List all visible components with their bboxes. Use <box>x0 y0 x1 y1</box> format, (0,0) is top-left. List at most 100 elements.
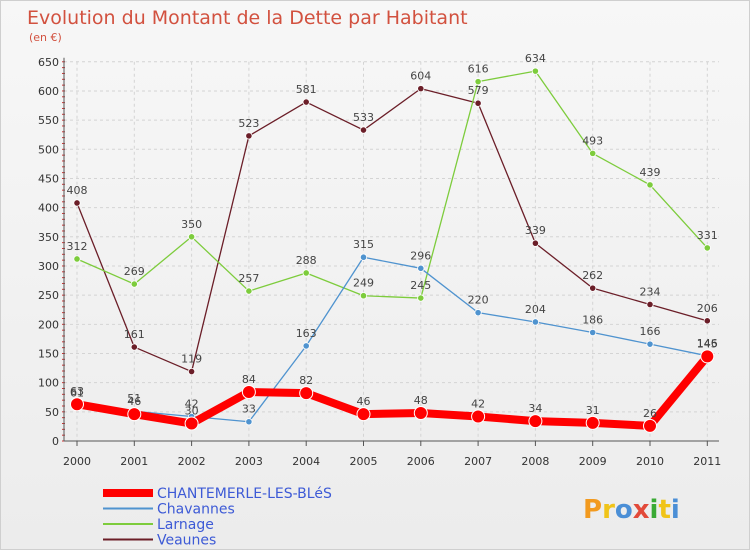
data-point <box>585 415 600 430</box>
logo-letter: r <box>602 495 615 525</box>
series-line <box>73 352 712 430</box>
data-point <box>474 78 482 86</box>
x-tick-label: 2005 <box>350 455 378 468</box>
data-point <box>531 239 540 247</box>
y-tick-label: 150 <box>38 347 59 360</box>
x-tick-label: 2009 <box>579 455 607 468</box>
data-label: 493 <box>582 134 603 147</box>
data-point <box>241 384 256 399</box>
data-label: 331 <box>697 229 718 242</box>
data-label: 186 <box>582 313 603 326</box>
data-point <box>245 287 253 295</box>
data-label: 312 <box>67 240 88 253</box>
x-tick-label: 2000 <box>63 455 91 468</box>
legend-item: Larnage <box>103 517 214 533</box>
data-label: 145 <box>697 337 718 350</box>
chart-title: Evolution du Montant de la Dette par Hab… <box>27 7 468 29</box>
data-point <box>413 405 428 420</box>
logo-letter: x <box>633 495 650 525</box>
series-chavannes <box>73 253 711 426</box>
x-tick-label: 2010 <box>636 455 664 468</box>
data-label: 579 <box>468 84 489 97</box>
data-label: 84 <box>242 373 256 386</box>
data-label: 616 <box>468 63 489 76</box>
series-layer <box>70 67 715 433</box>
x-tick-label: 2002 <box>178 455 206 468</box>
data-point <box>130 280 138 288</box>
data-label: 61 <box>70 386 84 399</box>
data-point <box>302 269 310 277</box>
data-label: 257 <box>238 272 259 285</box>
series-line <box>76 70 708 299</box>
data-label: 26 <box>643 407 657 420</box>
logo-letter: P <box>583 495 602 525</box>
data-label: 408 <box>67 184 88 197</box>
data-label: 63 <box>70 385 84 398</box>
data-point <box>646 181 654 189</box>
data-point <box>302 342 310 350</box>
data-point <box>643 418 657 433</box>
y-tick-label: 600 <box>38 85 59 98</box>
data-label: 48 <box>414 394 428 407</box>
data-point <box>589 149 597 157</box>
data-point <box>531 67 540 75</box>
data-label: 204 <box>525 303 546 316</box>
data-label: 42 <box>185 397 199 410</box>
data-point <box>700 349 715 364</box>
y-tick-label: 100 <box>38 377 59 390</box>
data-point <box>531 318 540 326</box>
data-point <box>471 409 486 424</box>
data-point <box>356 407 371 422</box>
x-tick-label: 2008 <box>521 455 549 468</box>
data-point <box>646 340 654 348</box>
data-point <box>589 328 597 337</box>
grid <box>64 61 719 442</box>
data-point <box>299 386 314 401</box>
y-tick-label: 0 <box>52 435 59 448</box>
data-label: 46 <box>127 395 141 408</box>
x-tick-label: 2006 <box>407 455 435 468</box>
proxiti-logo: Proxiti <box>583 495 680 525</box>
data-label: 119 <box>181 353 202 366</box>
y-tick-label: 500 <box>38 143 59 156</box>
x-tick-label: 2004 <box>292 455 320 468</box>
data-label: 146 <box>697 337 718 350</box>
legend-item: Veaunes <box>103 533 216 549</box>
data-point <box>474 309 482 317</box>
data-label: 533 <box>353 111 374 124</box>
legend-item: Chavannes <box>103 502 235 518</box>
data-label: 269 <box>124 265 145 278</box>
data-label: 82 <box>299 374 313 387</box>
legend-label: Larnage <box>157 517 214 533</box>
logo-letter: o <box>615 495 633 525</box>
data-point <box>646 300 654 309</box>
data-label: 245 <box>410 279 431 292</box>
data-point <box>70 397 84 412</box>
data-point <box>73 199 81 207</box>
data-label: 604 <box>410 70 431 83</box>
data-label: 166 <box>640 325 661 338</box>
y-tick-label: 300 <box>38 260 59 273</box>
legend-label: Chavannes <box>157 502 235 518</box>
data-labels: 4081611195235815336045793392622342063122… <box>67 52 718 420</box>
axes: 0 50 100 150 200 250 300 350 400 450 500 550 600 650 2… <box>38 56 721 468</box>
series-chantemerle-les-bl-s <box>70 349 715 433</box>
legend-item: CHANTEMERLE-LES-BLéS <box>103 486 332 502</box>
series-larnage <box>73 67 711 302</box>
x-tick-label: 2003 <box>235 455 263 468</box>
data-label: 220 <box>468 294 489 307</box>
data-label: 163 <box>296 327 317 340</box>
y-tick-label: 350 <box>38 231 59 244</box>
data-point <box>474 99 482 107</box>
data-label: 249 <box>353 277 374 290</box>
y-tick-label: 250 <box>38 289 59 302</box>
data-label: 31 <box>586 404 600 417</box>
data-label: 262 <box>582 269 603 282</box>
data-label: 234 <box>640 285 661 298</box>
data-label: 46 <box>357 395 371 408</box>
data-label: 439 <box>640 166 661 179</box>
data-point <box>359 126 368 134</box>
data-label: 206 <box>697 302 718 315</box>
